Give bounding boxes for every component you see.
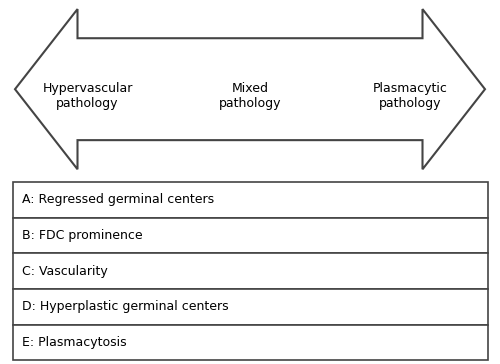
Text: Plasmacytic
pathology: Plasmacytic pathology [372, 83, 448, 110]
Text: Hypervascular
pathology: Hypervascular pathology [42, 83, 132, 110]
Text: A: Regressed germinal centers: A: Regressed germinal centers [22, 193, 214, 206]
Text: B: FDC prominence: B: FDC prominence [22, 229, 143, 242]
Bar [12, 325, 488, 360]
Text: E: Plasmacytosis: E: Plasmacytosis [22, 336, 127, 349]
Bar [12, 253, 488, 289]
Text: Mixed
pathology: Mixed pathology [219, 83, 281, 110]
Text: D: Hyperplastic germinal centers: D: Hyperplastic germinal centers [22, 300, 229, 313]
Polygon shape [15, 9, 485, 169]
Bar [12, 289, 488, 325]
Bar [12, 218, 488, 253]
Text: C: Vascularity: C: Vascularity [22, 265, 108, 278]
Bar [12, 182, 488, 218]
